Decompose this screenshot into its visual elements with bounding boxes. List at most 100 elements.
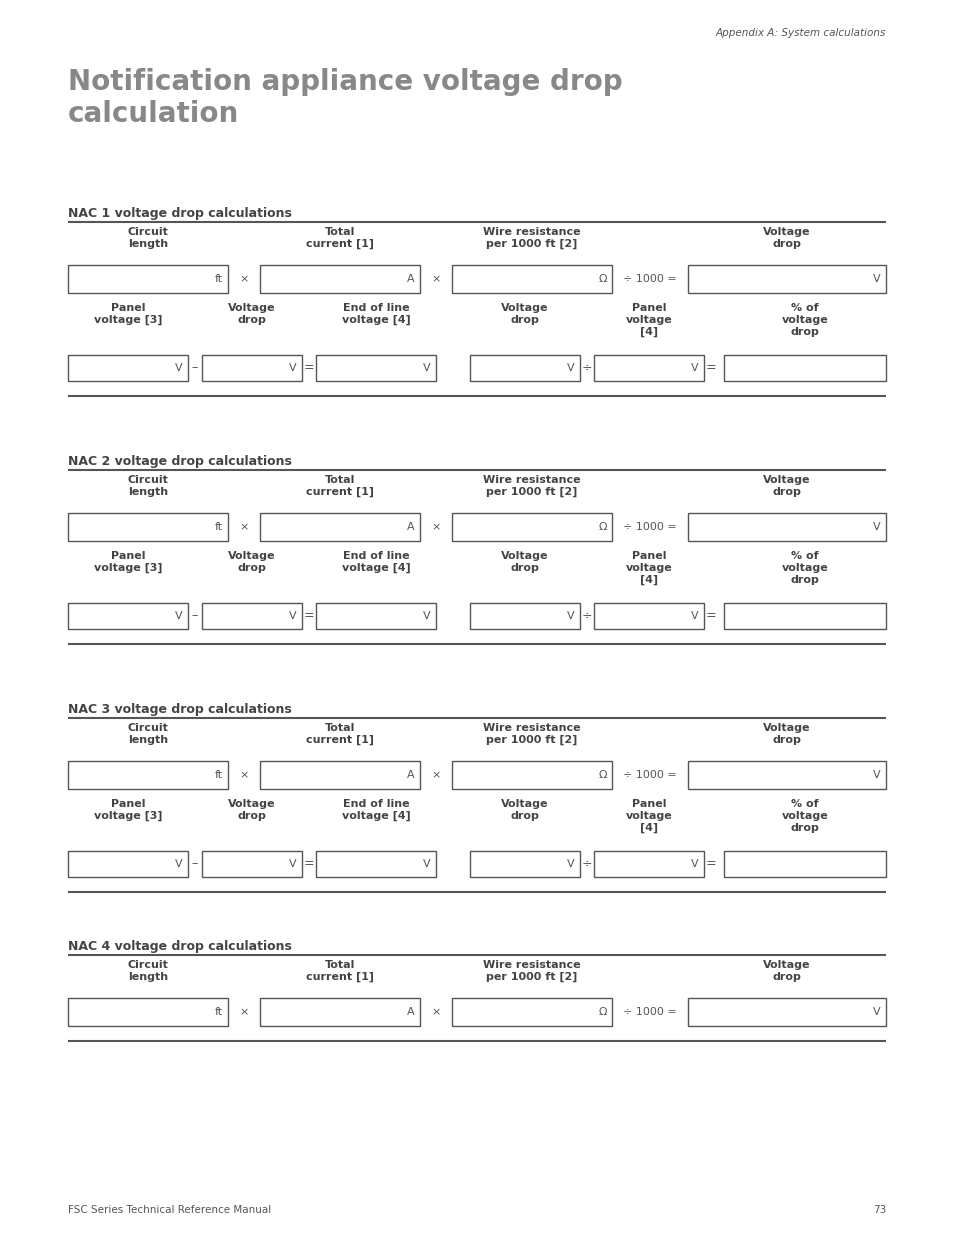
Text: % of
voltage
drop: % of voltage drop [781,551,827,585]
Text: V: V [175,860,183,869]
Text: ÷: ÷ [581,362,592,374]
Text: V: V [872,274,880,284]
Text: End of line
voltage [4]: End of line voltage [4] [341,303,410,325]
Text: Panel
voltage
[4]: Panel voltage [4] [625,551,672,585]
Text: ×: × [239,274,249,284]
Text: V: V [872,522,880,532]
Text: End of line
voltage [4]: End of line voltage [4] [341,799,410,821]
Text: Voltage
drop: Voltage drop [762,475,810,496]
Text: calculation: calculation [68,100,239,128]
Text: –: – [192,610,198,622]
Bar [68,266,228,293]
Text: Circuit
length: Circuit length [128,960,169,982]
Text: Voltage
drop: Voltage drop [500,303,548,325]
Bar [315,354,436,382]
Text: V: V [175,363,183,373]
Text: V: V [567,363,575,373]
Text: Wire resistance
per 1000 ft [2]: Wire resistance per 1000 ft [2] [482,475,580,498]
Text: Voltage
drop: Voltage drop [500,551,548,573]
Text: Total
current [1]: Total current [1] [306,475,374,498]
Text: % of
voltage
drop: % of voltage drop [781,303,827,337]
Text: –: – [192,362,198,374]
Text: Voltage
drop: Voltage drop [228,303,275,325]
Text: ft: ft [214,274,223,284]
Text: =: = [705,362,716,374]
Bar [260,513,419,541]
Text: =: = [705,610,716,622]
Bar [315,851,436,877]
Bar [452,998,612,1026]
Text: Panel
voltage
[4]: Panel voltage [4] [625,303,672,337]
Bar [687,513,885,541]
Text: A: A [407,274,415,284]
Text: V: V [423,363,431,373]
Text: % of
voltage
drop: % of voltage drop [781,799,827,832]
Text: ×: × [431,522,440,532]
Text: Total
current [1]: Total current [1] [306,227,374,249]
Bar [594,603,703,629]
Text: ft: ft [214,1007,223,1016]
Text: Voltage
drop: Voltage drop [228,799,275,821]
Text: Circuit
length: Circuit length [128,227,169,249]
Bar [68,851,188,877]
Text: Voltage
drop: Voltage drop [762,227,810,249]
Text: A: A [407,769,415,781]
Text: V: V [567,611,575,621]
Bar [452,266,612,293]
Text: ×: × [431,274,440,284]
Text: V: V [872,1007,880,1016]
Text: Ω: Ω [598,522,606,532]
Bar [470,851,579,877]
Bar [723,354,885,382]
Text: ÷ 1000 =: ÷ 1000 = [622,274,677,284]
Text: V: V [289,611,296,621]
Bar [202,851,302,877]
Text: ×: × [239,1007,249,1016]
Bar [594,851,703,877]
Text: NAC 3 voltage drop calculations: NAC 3 voltage drop calculations [68,703,292,716]
Text: =: = [303,362,314,374]
Bar [260,266,419,293]
Text: NAC 2 voltage drop calculations: NAC 2 voltage drop calculations [68,454,292,468]
Bar [68,354,188,382]
Text: ft: ft [214,522,223,532]
Bar [68,603,188,629]
Text: ×: × [431,769,440,781]
Text: A: A [407,522,415,532]
Text: V: V [872,769,880,781]
Bar [470,354,579,382]
Text: V: V [289,860,296,869]
Text: Panel
voltage [3]: Panel voltage [3] [93,551,162,573]
Text: A: A [407,1007,415,1016]
Text: V: V [567,860,575,869]
Text: Ω: Ω [598,274,606,284]
Text: Appendix A: System calculations: Appendix A: System calculations [715,28,885,38]
Text: ft: ft [214,769,223,781]
Bar [260,998,419,1026]
Text: =: = [303,857,314,871]
Text: Circuit
length: Circuit length [128,722,169,745]
Bar [687,761,885,789]
Text: Ω: Ω [598,1007,606,1016]
Text: Panel
voltage
[4]: Panel voltage [4] [625,799,672,834]
Text: Circuit
length: Circuit length [128,475,169,496]
Bar [594,354,703,382]
Text: NAC 1 voltage drop calculations: NAC 1 voltage drop calculations [68,207,292,220]
Text: Voltage
drop: Voltage drop [500,799,548,821]
Text: V: V [691,860,699,869]
Text: V: V [423,611,431,621]
Text: End of line
voltage [4]: End of line voltage [4] [341,551,410,573]
Bar [452,761,612,789]
Bar [260,761,419,789]
Text: Notification appliance voltage drop: Notification appliance voltage drop [68,68,622,96]
Text: NAC 4 voltage drop calculations: NAC 4 voltage drop calculations [68,940,292,953]
Bar [723,851,885,877]
Bar [68,513,228,541]
Text: ÷: ÷ [581,857,592,871]
Text: Ω: Ω [598,769,606,781]
Text: Total
current [1]: Total current [1] [306,722,374,745]
Text: Voltage
drop: Voltage drop [228,551,275,573]
Text: ÷ 1000 =: ÷ 1000 = [622,522,677,532]
Text: ÷: ÷ [581,610,592,622]
Text: V: V [289,363,296,373]
